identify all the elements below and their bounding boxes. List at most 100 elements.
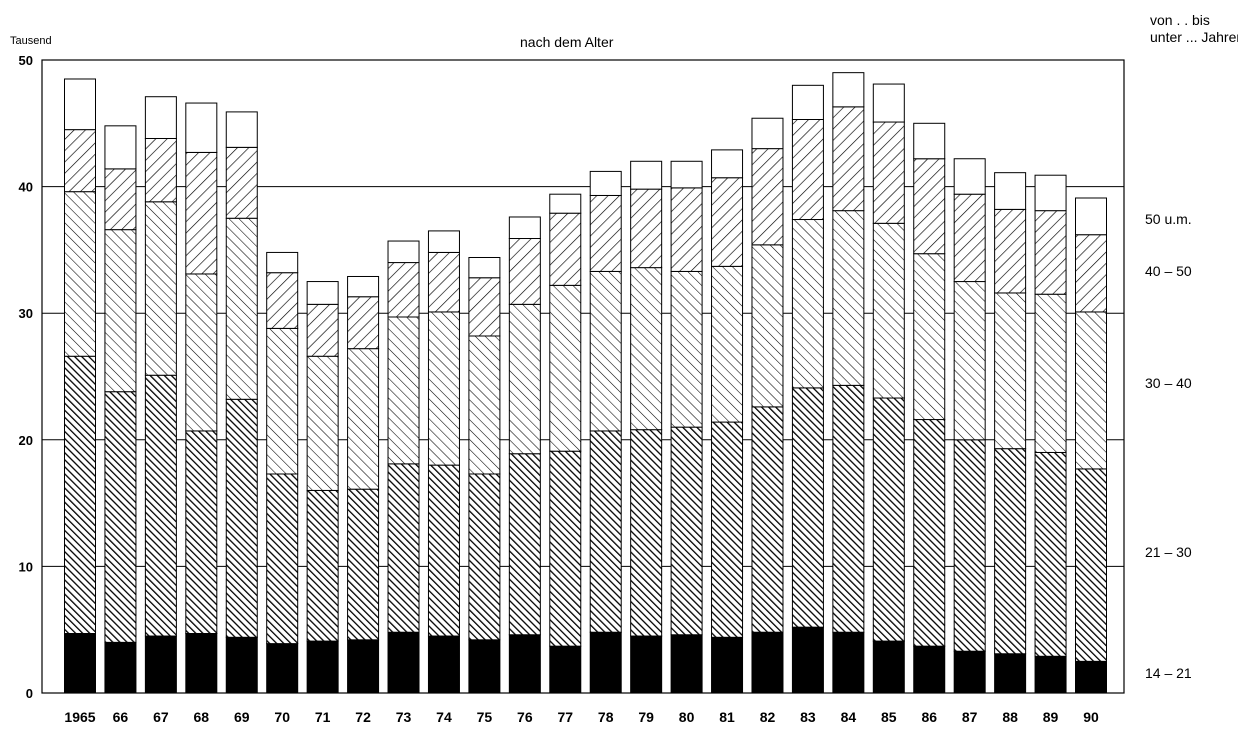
bar-stack-80 (670, 160, 703, 694)
bar-segment-89-2 (1034, 451, 1067, 657)
bar-stack-77 (549, 193, 582, 694)
bar-segment-72-2 (347, 488, 380, 641)
legend-label: 14 – 21 (1145, 665, 1192, 681)
x-tick-label: 1965 (64, 709, 95, 725)
x-tick-label: 81 (719, 709, 735, 725)
bar-segment-80-5 (670, 160, 703, 189)
legend-label: 40 – 50 (1145, 263, 1192, 279)
bar-segment-69-3 (225, 217, 258, 400)
bar-segment-75-5 (468, 256, 501, 279)
x-tick-label: 79 (638, 709, 654, 725)
bar-segment-89-5 (1034, 174, 1067, 212)
bar-segment-81-2 (711, 421, 744, 638)
y-axis: 0 10 20 30 40 50 (19, 53, 33, 701)
bar-segment-88-5 (994, 172, 1027, 210)
x-tick-label: 66 (113, 709, 129, 725)
bar-segment-87-5 (953, 158, 986, 195)
bar-stack-73 (387, 240, 420, 694)
y-tick-label: 20 (19, 433, 33, 448)
bar-segment-77-4 (549, 212, 582, 286)
bar-segment-82-5 (751, 117, 784, 150)
bar-stack-71 (306, 281, 339, 694)
bar-stack-66 (104, 125, 137, 694)
bar-segment-70-5 (266, 251, 299, 274)
y-axis-unit-label: Tausend (10, 35, 52, 47)
bar-segment-85-2 (872, 397, 905, 642)
bar-segment-88-4 (994, 208, 1027, 294)
x-axis: 1965 66 67 68 69 70 71 72 73 74 75 76 77 78 79 80 81 82 83… (64, 709, 1099, 725)
bar-segment-85-4 (872, 121, 905, 224)
bar-segment-84-3 (832, 210, 865, 386)
bar-segment-76-5 (508, 216, 541, 240)
bar-stack-81 (711, 149, 744, 694)
bar-segment-1965-3 (64, 191, 96, 357)
x-tick-label: 77 (557, 709, 573, 725)
x-tick-label: 89 (1043, 709, 1059, 725)
bar-segment-68-3 (185, 273, 218, 432)
bar-segment-68-4 (185, 151, 218, 275)
bar-segment-67-4 (144, 137, 177, 203)
bar-segment-1965-5 (64, 78, 96, 131)
y-tick-label: 0 (26, 686, 33, 701)
bar-segment-71-4 (306, 303, 339, 357)
bar-segment-88-3 (994, 292, 1027, 450)
bar-stack-76 (508, 216, 541, 694)
x-tick-label: 78 (598, 709, 614, 725)
bar-segment-82-4 (751, 148, 784, 246)
bar-segment-84-1 (832, 631, 865, 694)
bar-segment-67-5 (144, 96, 177, 139)
y-tick-label: 10 (19, 559, 33, 574)
bar-segment-70-4 (266, 272, 299, 329)
bar-segment-76-2 (508, 453, 541, 636)
bar-segment-86-4 (913, 158, 946, 255)
bar-stack-68 (185, 102, 218, 694)
bar-segment-90-4 (1075, 234, 1107, 313)
bar-segment-80-4 (670, 187, 703, 272)
y-tick-label: 40 (19, 180, 33, 195)
legend-heading: von . . bis unter ... Jahren (1150, 12, 1238, 46)
bar-segment-81-5 (711, 149, 744, 179)
bar-segment-66-2 (104, 391, 137, 643)
bar-segment-72-3 (347, 348, 380, 490)
bar-segment-73-2 (387, 463, 420, 633)
bar-segment-87-1 (953, 650, 986, 694)
legend-heading-line-1: von . . bis (1150, 12, 1210, 28)
y-tick-label: 50 (19, 53, 33, 68)
bar-segment-70-3 (266, 327, 299, 475)
bar-segment-75-2 (468, 473, 501, 641)
bar-segment-82-3 (751, 244, 784, 408)
bar-segment-74-5 (427, 230, 460, 253)
bar-stack-70 (266, 251, 299, 694)
bar-segment-81-4 (711, 177, 744, 267)
bar-segment-83-5 (791, 84, 824, 121)
plot-border (41, 59, 1125, 694)
bar-segment-90-2 (1075, 468, 1107, 662)
bar-stack-84 (832, 72, 865, 694)
bar-segment-74-1 (427, 635, 460, 694)
bar-segment-69-1 (225, 636, 258, 694)
bar-segment-76-1 (508, 634, 541, 694)
bar-stack-67 (144, 96, 177, 694)
bar-segment-89-1 (1034, 655, 1067, 694)
bar-stack-83 (791, 84, 824, 694)
x-tick-label: 84 (841, 709, 857, 725)
bar-stack-85 (872, 83, 905, 694)
bars (64, 72, 1107, 694)
bar-segment-88-2 (994, 448, 1027, 655)
bar-segment-81-3 (711, 265, 744, 423)
bar-segment-84-4 (832, 106, 865, 212)
bar-segment-86-2 (913, 419, 946, 647)
bar-stack-79 (630, 160, 663, 694)
bar-segment-83-4 (791, 119, 824, 221)
x-tick-label: 75 (477, 709, 493, 725)
bar-stack-74 (427, 230, 460, 694)
bar-segment-74-4 (427, 251, 460, 313)
x-tick-label: 71 (315, 709, 331, 725)
bar-segment-70-2 (266, 473, 299, 645)
bar-segment-79-4 (630, 188, 663, 269)
bar-segment-76-4 (508, 238, 541, 305)
x-tick-label: 67 (153, 709, 169, 725)
bar-segment-83-3 (791, 219, 824, 389)
bar-segment-67-2 (144, 374, 177, 637)
bar-stack-89 (1034, 174, 1067, 694)
